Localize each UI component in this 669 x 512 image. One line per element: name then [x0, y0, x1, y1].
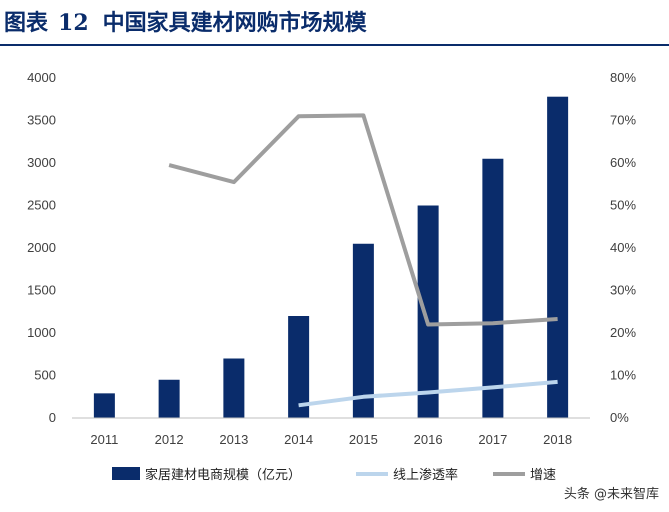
y-left-tick-label: 3000 [27, 155, 56, 170]
legend-swatch-bars [112, 467, 140, 480]
y-right-tick-label: 20% [610, 325, 636, 340]
x-tick-label: 2011 [90, 432, 118, 447]
x-tick-label: 2015 [349, 432, 378, 447]
combo-chart: 0 500 1000 1500 2000 2500 3000 3500 4000 0% 10% 20%… [27, 70, 636, 483]
y-left-tick-label: 0 [49, 410, 56, 425]
y-right-tick-label: 60% [610, 155, 636, 170]
figure-number: 12 [58, 10, 89, 36]
y-right-tick-label: 80% [610, 70, 636, 85]
y-left-tick-label: 500 [34, 368, 56, 383]
bar-2011 [93, 393, 115, 418]
legend-label-growth: 增速 [530, 468, 556, 483]
y-left-tick-label: 1000 [27, 325, 56, 340]
x-tick-label: 2012 [155, 432, 184, 447]
bar-2016 [417, 205, 439, 418]
y-left-tick-label: 1500 [27, 283, 56, 298]
bar-2017 [482, 158, 504, 418]
y-right-tick-label: 0% [610, 410, 629, 425]
x-tick-label: 2016 [414, 432, 443, 447]
x-tick-label: 2017 [478, 432, 507, 447]
chart-title: 图表 12 中国家具建材网购市场规模 [4, 4, 367, 42]
penetration-line [298, 379, 558, 408]
legend-label-penetration: 线上渗透率 [393, 467, 458, 483]
figure-title-text: 中国家具建材网购市场规模 [102, 10, 367, 36]
x-tick-label: 2014 [284, 432, 313, 447]
figure-prefix: 图表 [4, 10, 49, 36]
bar-2018 [547, 96, 569, 418]
growth-line [168, 113, 558, 327]
y-right-tick-label: 40% [610, 240, 636, 255]
x-tick-label: 2013 [219, 432, 248, 447]
y-left-tick-label: 2500 [27, 198, 56, 213]
bar-2015 [352, 243, 374, 418]
x-tick-label: 2018 [543, 432, 572, 447]
title-divider [0, 44, 669, 46]
y-right-tick-label: 50% [610, 198, 636, 213]
legend-label-bars: 家居建材电商规模（亿元） [145, 467, 301, 483]
bar-2014 [288, 316, 310, 418]
y-right-tick-label: 70% [610, 113, 636, 128]
y-right-tick-label: 10% [610, 368, 636, 383]
watermark: 头条 @未来智库 [563, 487, 659, 502]
bar-2013 [223, 358, 245, 418]
bar-2012 [158, 379, 180, 418]
y-right-tick-label: 30% [610, 283, 636, 298]
y-left-tick-label: 2000 [27, 240, 56, 255]
y-left-tick-label: 4000 [27, 70, 56, 85]
legend: 家居建材电商规模（亿元） 线上渗透率 增速 [112, 467, 556, 483]
y-left-tick-label: 3500 [27, 113, 56, 128]
